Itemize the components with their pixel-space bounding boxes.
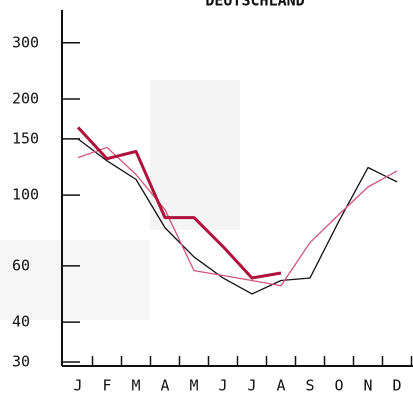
chart-title: DEUTSCHLAND [205, 0, 304, 10]
series-line [77, 146, 398, 287]
background-patch [0, 240, 150, 320]
y-tick-label: 300 [12, 33, 39, 51]
y-tick-label: 200 [12, 89, 39, 107]
y-tick-label: 30 [12, 353, 30, 371]
x-tick-label: M [131, 377, 140, 395]
background-patch [150, 80, 240, 230]
x-tick-label: O [334, 377, 343, 395]
x-tick-label: F [102, 377, 111, 395]
y-tick-label: 60 [12, 256, 30, 274]
x-tick-label: A [160, 377, 169, 395]
x-tick-label: J [73, 377, 82, 395]
x-tick-label: J [247, 377, 256, 395]
series-line [76, 126, 282, 280]
x-tick-label: N [363, 377, 372, 395]
series-line [77, 138, 398, 295]
y-tick-label: 150 [12, 129, 39, 147]
y-tick-label: 40 [12, 313, 30, 331]
x-tick-label: S [305, 377, 314, 395]
x-tick-label: D [392, 377, 401, 395]
x-tick-label: M [189, 377, 198, 395]
x-tick-label: J [218, 377, 227, 395]
y-tick-label: 100 [12, 186, 39, 204]
x-tick-label: A [276, 377, 285, 395]
